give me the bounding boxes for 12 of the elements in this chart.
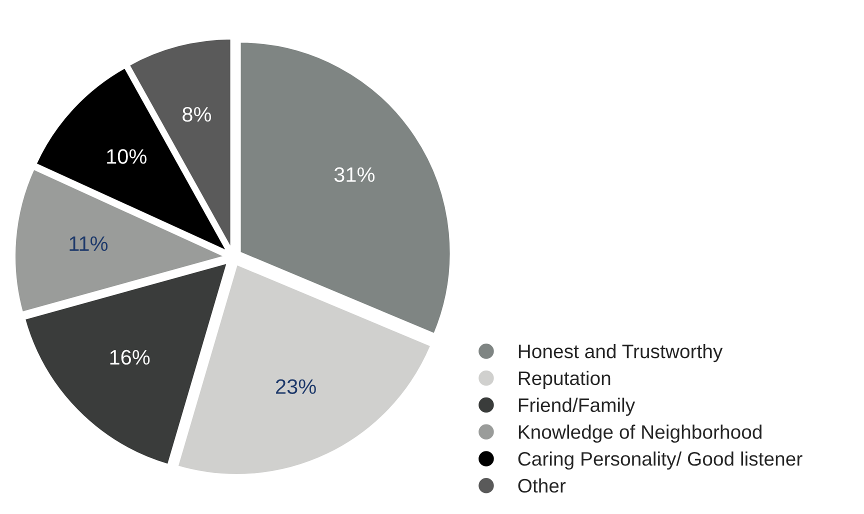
legend-label: Other <box>518 478 566 493</box>
data-label: 31% <box>334 167 375 182</box>
data-label: 10% <box>107 149 146 164</box>
data-label: 11% <box>70 236 108 251</box>
legend-label: Honest and Trustworthy <box>518 344 723 362</box>
data-label: 8% <box>182 106 212 122</box>
legend-label: Friend/Family <box>518 398 636 416</box>
legend-label: Reputation <box>518 370 610 389</box>
legend-label: Caring Personality/ Good listener <box>518 452 802 470</box>
data-label: 23% <box>276 379 316 394</box>
legend-label: Knowledge of Neighborhood <box>518 424 762 443</box>
data-label: 16% <box>110 350 150 365</box>
